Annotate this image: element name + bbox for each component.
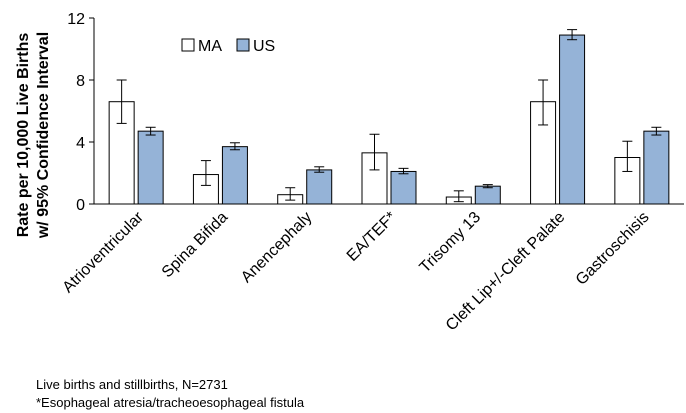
axes (93, 18, 684, 205)
y-tick-label: 12 (67, 11, 85, 28)
footnote-abbreviation: *Esophageal atresia/tracheoesophageal fi… (36, 395, 305, 410)
legend-swatch-us (236, 38, 250, 52)
category-label: Gastroschisis (573, 209, 653, 289)
y-axis-title-line1: Rate per 10,000 Live Births (15, 33, 32, 238)
bar-us (137, 130, 164, 205)
category-label: EA/TEF* (344, 209, 400, 265)
y-axis-ticks: 0 4 8 12 (67, 11, 94, 214)
y-tick-label: 8 (76, 73, 85, 90)
error-bars (116, 29, 662, 203)
category-labels: Atrioventricular Spina Bifida Anencephaly E… (59, 208, 652, 334)
bar-us (221, 146, 248, 205)
legend: MA US (181, 38, 275, 55)
y-tick-label: 4 (76, 135, 85, 152)
y-tick-label: 0 (76, 197, 85, 214)
category-label: Anencephaly (238, 209, 315, 286)
y-axis-title-line2: w/ 95% Confidence Interval (35, 32, 52, 239)
category-label: Trisomy 13 (417, 209, 485, 277)
legend-label-ma: MA (198, 38, 222, 55)
bar-us (559, 34, 586, 205)
y-axis-title: Rate per 10,000 Live Births w/ 95% Confi… (15, 32, 52, 239)
category-label: Atrioventricular (59, 208, 147, 296)
legend-label-us: US (253, 38, 275, 55)
legend-swatch-ma (181, 38, 195, 52)
bar-us (474, 185, 501, 205)
bar-us (390, 170, 417, 205)
category-label: Spina Bifida (159, 209, 231, 281)
bar-us (643, 130, 670, 205)
bars (108, 34, 670, 205)
bar-us (306, 169, 333, 205)
footnote-sample: Live births and stillbirths, N=2731 (36, 377, 228, 392)
